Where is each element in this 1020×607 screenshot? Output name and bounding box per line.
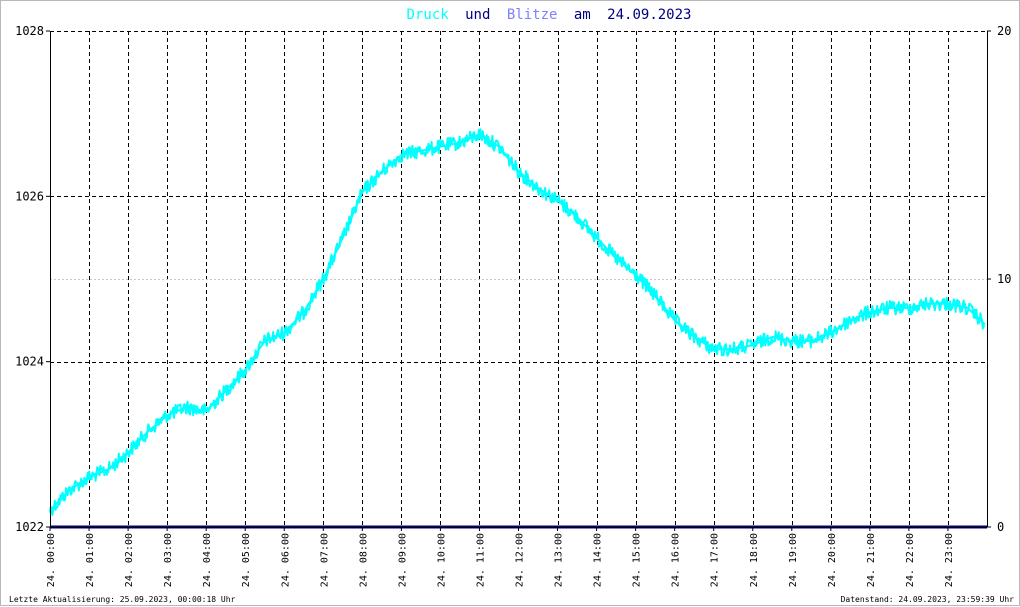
x-label-20: 24. 20:00 <box>827 533 838 587</box>
x-label-0: 24. 00:00 <box>46 533 57 587</box>
x-label-16: 24. 16:00 <box>671 533 682 587</box>
title-conj: und <box>465 7 490 23</box>
x-label-15: 24. 15:00 <box>632 533 643 587</box>
x-axis-labels: 24. 00:00 24. 01:00 24. 02:00 24. 03:00 24. … <box>46 533 955 587</box>
y-left-label-1028: 1028 <box>15 24 44 38</box>
x-label-6: 24. 06:00 <box>280 533 291 587</box>
y-left-label-1022: 1022 <box>15 520 44 534</box>
x-label-4: 24. 04:00 <box>202 533 213 587</box>
series-layer <box>49 128 987 529</box>
title-series2: Blitze <box>507 7 558 23</box>
x-label-12: 24. 12:00 <box>515 533 526 587</box>
series-druck-line <box>49 133 986 512</box>
grid <box>50 31 987 527</box>
x-label-11: 24. 11:00 <box>476 533 487 587</box>
y-right-label-20: 20 <box>997 24 1011 38</box>
y-left-label-1026: 1026 <box>15 189 44 203</box>
x-label-14: 24. 14:00 <box>593 533 604 587</box>
x-label-13: 24. 13:00 <box>554 533 565 587</box>
x-label-5: 24. 05:00 <box>241 533 252 587</box>
x-label-1: 24. 01:00 <box>85 533 96 587</box>
title-prep: am <box>574 7 591 23</box>
series-druck-trace <box>49 128 986 516</box>
y-axis-right-labels: 0 10 20 <box>997 24 1011 534</box>
title-date: 24.09.2023 <box>607 7 691 23</box>
x-label-19: 24. 19:00 <box>788 533 799 587</box>
x-label-21: 24. 21:00 <box>866 533 877 587</box>
x-label-8: 24. 08:00 <box>358 533 369 587</box>
y-right-label-0: 0 <box>997 520 1004 534</box>
x-label-2: 24. 02:00 <box>124 533 135 587</box>
title-series1: Druck <box>407 7 450 23</box>
x-label-17: 24. 17:00 <box>710 533 721 587</box>
footer-data-status: Datenstand: 24.09.2023, 23:59:39 Uhr <box>841 595 1015 604</box>
x-label-10: 24. 10:00 <box>436 533 447 587</box>
axes <box>46 30 991 531</box>
y-left-label-1024: 1024 <box>15 355 44 369</box>
x-label-22: 24. 22:00 <box>905 533 916 587</box>
y-right-label-10: 10 <box>997 272 1011 286</box>
x-label-23: 24. 23:00 <box>944 533 955 587</box>
chart-title: Druck und Blitze am 24.09.2023 <box>407 7 692 23</box>
footer-last-update: Letzte Aktualisierung: 25.09.2023, 00:00… <box>9 595 236 604</box>
x-label-18: 24. 18:00 <box>749 533 760 587</box>
y-axis-left-labels: 1022 1024 1026 1028 <box>15 24 44 534</box>
x-label-9: 24. 09:00 <box>397 533 408 587</box>
x-label-3: 24. 03:00 <box>163 533 174 587</box>
x-label-7: 24. 07:00 <box>319 533 330 587</box>
